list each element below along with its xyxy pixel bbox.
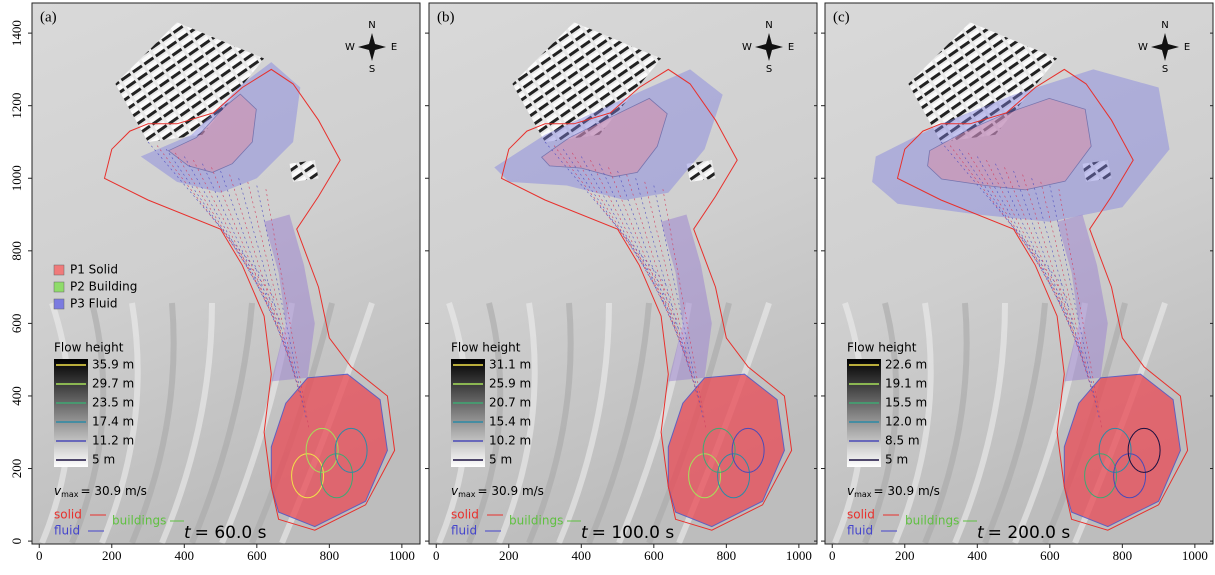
level-label: 35.9 m [92, 358, 134, 372]
legend-label: P3 Fluid [70, 297, 117, 311]
flow-height-bar [451, 359, 485, 467]
vmax-text: = 30.9 m/s [874, 484, 940, 498]
buildings-arrow-label: buildings [112, 514, 166, 528]
level-label: 12.0 m [885, 415, 927, 429]
y-tick-label: 600 [9, 314, 24, 334]
flow-height-bar [54, 359, 88, 467]
vmax-text: = 30.9 m/s [81, 484, 147, 498]
compass-e: E [1184, 42, 1190, 53]
level-label: 11.2 m [92, 434, 134, 448]
x-tick-label: 800 [1113, 548, 1133, 563]
level-label: 17.4 m [92, 415, 134, 429]
map-panel: (c) N S E W Flow height 22.6 m 19.1 m 15.5 m 12.0… [821, 3, 1213, 563]
x-tick-label: 0 [829, 548, 836, 563]
level-label: 8.5 m [885, 434, 920, 448]
level-label: 10.2 m [489, 434, 531, 448]
level-label: 19.1 m [885, 377, 927, 391]
vmax-sub: max [458, 490, 476, 499]
level-label: 29.7 m [92, 377, 134, 391]
buildings [290, 160, 319, 182]
compass-n: N [1161, 20, 1168, 31]
time-label: t= 200.0 s [977, 523, 1070, 543]
y-tick-label: 1400 [9, 20, 24, 46]
time-label: t= 60.0 s [184, 523, 267, 543]
compass-s: S [369, 64, 375, 75]
level-label: 20.7 m [489, 396, 531, 410]
level-label: 15.4 m [489, 415, 531, 429]
y-tick-label: 400 [9, 386, 24, 406]
compass-s: S [1162, 64, 1168, 75]
flow-height-title: Flow height [54, 341, 124, 355]
x-tick-label: 200 [895, 548, 915, 563]
y-tick-label: 800 [9, 241, 24, 261]
flow-height-bar [847, 359, 881, 467]
flow-height-title: Flow height [847, 341, 917, 355]
x-tick-label: 600 [247, 548, 267, 563]
time-value: = 60.0 s [195, 523, 267, 543]
fluid-arrow-label: fluid [54, 524, 80, 538]
level-label: 22.6 m [885, 358, 927, 372]
legend-label: P2 Building [70, 280, 137, 294]
compass-e: E [788, 42, 794, 53]
y-tick-label: 200 [9, 459, 24, 479]
level-label: 31.1 m [489, 358, 531, 372]
vmax-sub: max [61, 490, 79, 499]
buildings-arrow-label: buildings [905, 514, 959, 528]
x-tick-label: 800 [320, 548, 340, 563]
x-tick-label: 1000 [786, 548, 812, 563]
level-label: 25.9 m [489, 377, 531, 391]
legend-swatch [54, 265, 64, 275]
compass-s: S [766, 64, 772, 75]
x-tick-label: 600 [644, 548, 664, 563]
y-tick-label: 0 [9, 538, 24, 545]
map-panel: (a) N S E W P1 Solid P2 Building P3 Fluid Flow h… [9, 3, 420, 563]
compass-w: W [345, 42, 355, 53]
vmax-text: = 30.9 m/s [478, 484, 544, 498]
flow-height-title: Flow height [451, 341, 521, 355]
level-label: 5 m [885, 453, 908, 467]
x-tick-label: 400 [175, 548, 195, 563]
legend-swatch [54, 299, 64, 309]
legend-swatch [54, 282, 64, 292]
compass-e: E [391, 42, 397, 53]
level-label: 5 m [92, 453, 115, 467]
buildings-arrow-label: buildings [509, 514, 563, 528]
x-tick-label: 1000 [1182, 548, 1208, 563]
level-label: 15.5 m [885, 396, 927, 410]
x-tick-label: 800 [717, 548, 737, 563]
solid-arrow-label: solid [451, 508, 479, 522]
time-value: = 200.0 s [988, 523, 1071, 543]
solid-arrow-label: solid [54, 508, 82, 522]
time-label: t= 100.0 s [581, 523, 674, 543]
x-tick-label: 400 [968, 548, 988, 563]
fluid-arrow-label: fluid [847, 524, 873, 538]
map-panel: (b) N S E W Flow height 31.1 m 25.9 m 20.7 m 15.4… [425, 3, 817, 563]
level-label: 23.5 m [92, 396, 134, 410]
x-tick-label: 200 [102, 548, 122, 563]
vmax-sub: max [854, 490, 872, 499]
x-tick-label: 0 [36, 548, 43, 563]
figure: (a) N S E W P1 Solid P2 Building P3 Fluid Flow h… [0, 0, 1215, 571]
level-label: 5 m [489, 453, 512, 467]
x-tick-label: 0 [433, 548, 440, 563]
panel-label: (c) [833, 9, 850, 25]
y-tick-label: 1000 [9, 165, 24, 191]
time-value: = 100.0 s [592, 523, 675, 543]
x-tick-label: 200 [499, 548, 519, 563]
compass-w: W [1138, 42, 1148, 53]
panel-label: (b) [437, 9, 455, 25]
x-tick-label: 1000 [389, 548, 415, 563]
fluid-arrow-label: fluid [451, 524, 477, 538]
x-tick-label: 400 [572, 548, 592, 563]
compass-n: N [765, 20, 772, 31]
compass-n: N [368, 20, 375, 31]
y-tick-label: 1200 [9, 93, 24, 119]
compass-w: W [742, 42, 752, 53]
solid-arrow-label: solid [847, 508, 875, 522]
legend-label: P1 Solid [70, 263, 118, 277]
panel-label: (a) [40, 9, 57, 25]
x-tick-label: 600 [1040, 548, 1060, 563]
